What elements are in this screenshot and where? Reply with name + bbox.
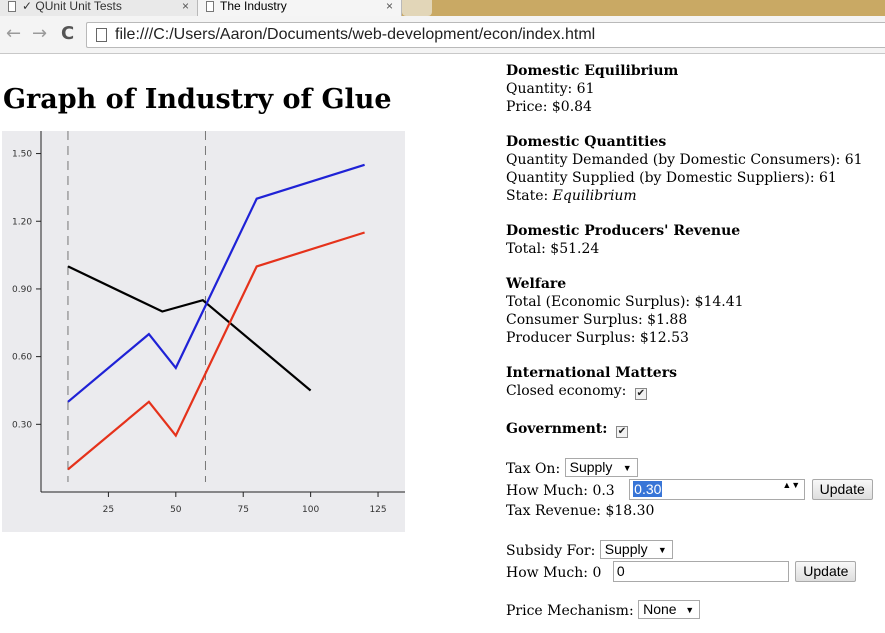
tab-title: The Industry (220, 0, 287, 13)
y-tick-label: 0.90 (12, 285, 32, 295)
equilibrium-price: Price: $0.84 (506, 99, 592, 115)
arrow-left-icon[interactable]: ← (6, 23, 22, 44)
subsidy-amount-input[interactable]: 0 (612, 561, 789, 582)
revenue-section: Domestic Producers' Revenue Total: $51.2… (506, 222, 885, 258)
domestic-quantities-section: Domestic Quantities Quantity Demanded (b… (506, 133, 885, 205)
arrow-right-icon[interactable]: → (32, 23, 48, 44)
tax-how-much-row: How Much: 0.3 0.30 ▲▼ Update (506, 479, 885, 501)
subsidy-for-select[interactable]: Supply ▼ (599, 540, 673, 559)
closed-economy-label: Closed economy: (506, 383, 627, 399)
price-mechanism-row: Price Mechanism: None ▼ (506, 600, 885, 621)
browser-toolbar: ← → C file:///C:/Users/Aaron/Documents/w… (0, 16, 885, 54)
subsidy-how-much-label: How Much: 0 (506, 565, 602, 581)
info-panel: Domestic Equilibrium Quantity: 61 Price:… (506, 62, 885, 621)
x-tick-label: 25 (103, 505, 114, 515)
tax-on-label: Tax On: (506, 461, 561, 477)
url-text: file:///C:/Users/Aaron/Documents/web-dev… (115, 26, 596, 43)
x-tick-label: 50 (170, 505, 182, 515)
close-icon[interactable]: × (385, 0, 393, 13)
x-tick-label: 75 (237, 505, 248, 515)
series-line (67, 163, 365, 403)
page-icon (96, 28, 107, 42)
tab-title: ✓ QUnit Unit Tests (22, 0, 122, 13)
subsidy-for-row: Subsidy For: Supply ▼ (506, 540, 885, 561)
spinner-icon[interactable]: ▲▼ (782, 480, 801, 490)
chevron-down-icon: ▼ (657, 545, 667, 555)
consumer-surplus: Consumer Surplus: $1.88 (506, 312, 688, 328)
subsidy-update-button[interactable]: Update (795, 561, 857, 582)
y-tick-label: 1.20 (12, 217, 32, 227)
section-heading: Domestic Quantities (506, 134, 667, 150)
state-value: Equilibrium (552, 188, 637, 204)
government-checkbox[interactable]: ✔ (615, 426, 628, 438)
y-tick-label: 0.60 (12, 353, 32, 363)
government-section: Government: ✔ (506, 420, 885, 438)
chevron-down-icon: ▼ (685, 605, 695, 615)
subsidy-section: Subsidy For: Supply ▼ How Much: 0 0 Upda… (506, 540, 885, 583)
tax-update-button[interactable]: Update (811, 479, 873, 500)
reload-icon[interactable]: C (61, 23, 75, 44)
tax-on-row: Tax On: Supply ▼ (506, 458, 885, 479)
tab-strip: ✓ QUnit Unit Tests × The Industry × (0, 0, 885, 16)
section-heading: Domestic Producers' Revenue (506, 223, 741, 239)
welfare-total: Total (Economic Surplus): $14.41 (506, 294, 744, 310)
tax-on-value: Supply (569, 459, 613, 475)
tax-amount-input[interactable]: 0.30 ▲▼ (629, 479, 806, 500)
quantity-demanded: Quantity Demanded (by Domestic Consumers… (506, 152, 863, 168)
tax-on-select[interactable]: Supply ▼ (564, 458, 638, 477)
subsidy-how-much-row: How Much: 0 0 Update (506, 561, 885, 583)
subsidy-amount-value: 0 (616, 563, 625, 579)
international-section: International Matters Closed economy: ✔ (506, 364, 885, 400)
y-tick-label: 1.50 (12, 150, 32, 160)
equilibrium-quantity: Quantity: 61 (506, 81, 595, 97)
closed-economy-checkbox[interactable]: ✔ (634, 388, 647, 400)
tax-section: Tax On: Supply ▼ How Much: 0.3 0.30 ▲▼ U… (506, 458, 885, 521)
tab-qunit[interactable]: ✓ QUnit Unit Tests × (0, 0, 198, 16)
welfare-section: Welfare Total (Economic Surplus): $14.41… (506, 275, 885, 347)
state-label: State: (506, 188, 549, 204)
close-icon[interactable]: × (181, 0, 189, 13)
y-tick-label: 0.30 (12, 420, 32, 430)
tax-amount-value: 0.30 (633, 481, 663, 497)
x-tick-label: 125 (369, 505, 386, 515)
page-icon (8, 1, 16, 12)
x-tick-label: 100 (302, 505, 319, 515)
series-line (67, 265, 312, 392)
tax-how-much-label: How Much: 0.3 (506, 483, 615, 499)
section-heading: Domestic Equilibrium (506, 63, 679, 79)
subsidy-for-value: Supply (604, 541, 648, 557)
government-heading: Government: (506, 421, 608, 437)
revenue-total: Total: $51.24 (506, 241, 600, 257)
address-bar[interactable]: file:///C:/Users/Aaron/Documents/web-dev… (86, 22, 885, 48)
tab-the-industry[interactable]: The Industry × (198, 0, 402, 16)
chevron-down-icon: ▼ (622, 463, 632, 473)
domestic-equilibrium-section: Domestic Equilibrium Quantity: 61 Price:… (506, 62, 885, 116)
page-title: Graph of Industry of Glue (3, 84, 392, 115)
chart-svg: 0.30 0.60 0.90 1.20 1.50 25 50 75 100 125 (12, 131, 405, 515)
industry-graph: 0.30 0.60 0.90 1.20 1.50 25 50 75 100 125 (2, 131, 405, 532)
quantity-supplied: Quantity Supplied (by Domestic Suppliers… (506, 170, 837, 186)
price-mechanism-label: Price Mechanism: (506, 603, 634, 619)
section-heading: International Matters (506, 365, 677, 381)
price-mechanism-value: None (643, 601, 677, 617)
price-mechanism-select[interactable]: None ▼ (638, 600, 701, 619)
subsidy-for-label: Subsidy For: (506, 543, 596, 559)
series-line (67, 231, 365, 471)
new-tab-button[interactable] (402, 0, 432, 16)
section-heading: Welfare (506, 276, 567, 292)
tax-revenue: Tax Revenue: $18.30 (506, 503, 655, 519)
producer-surplus: Producer Surplus: $12.53 (506, 330, 689, 346)
page-icon (206, 1, 214, 12)
